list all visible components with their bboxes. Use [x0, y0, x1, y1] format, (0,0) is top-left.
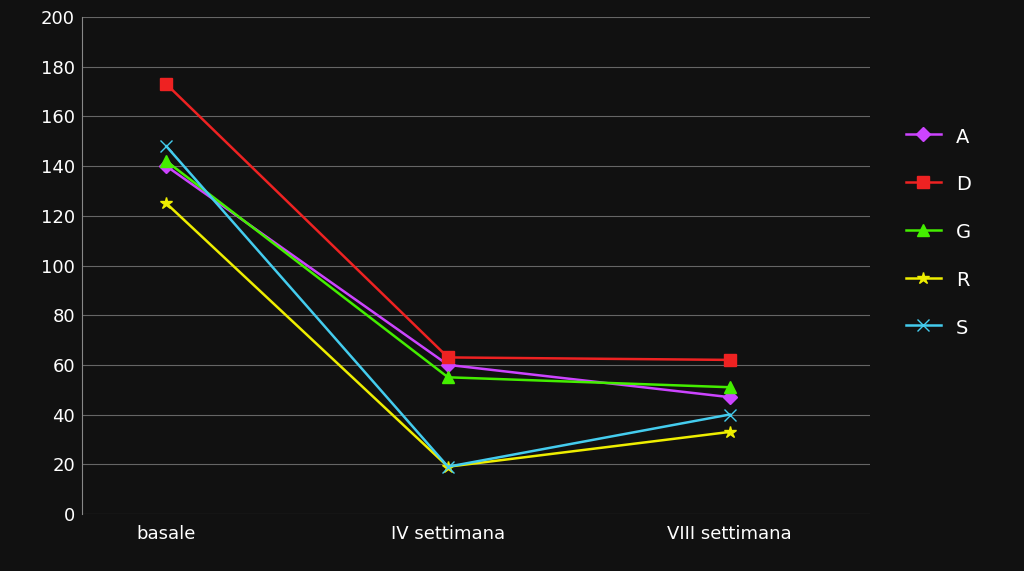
Line: G: G — [161, 156, 735, 393]
S — [442, 463, 455, 470]
Legend: A, D, G, R, S: A, D, G, R, S — [896, 116, 981, 347]
Line: D: D — [161, 79, 735, 365]
G — [442, 374, 455, 381]
D — [160, 81, 172, 87]
D — [442, 354, 455, 361]
S — [723, 411, 735, 418]
Line: R: R — [160, 197, 736, 473]
D — [723, 356, 735, 363]
G — [723, 384, 735, 391]
A — [723, 394, 735, 401]
R — [442, 463, 455, 470]
R — [160, 200, 172, 207]
G — [160, 158, 172, 164]
R — [723, 428, 735, 435]
A — [442, 361, 455, 368]
A — [160, 163, 172, 170]
Line: A: A — [162, 161, 734, 402]
S — [160, 143, 172, 150]
Line: S: S — [160, 140, 736, 473]
